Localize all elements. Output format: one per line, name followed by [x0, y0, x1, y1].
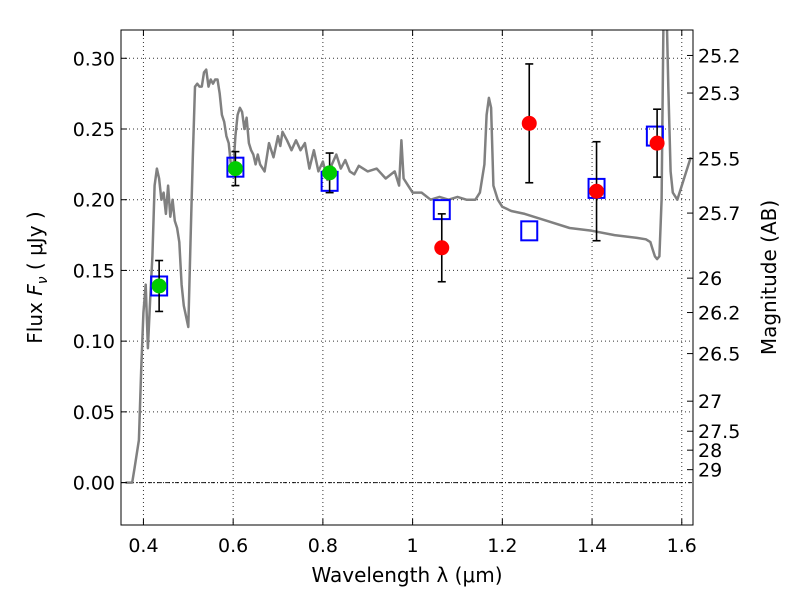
x-tick-label: 0.6	[218, 535, 248, 557]
y-tick-label: 0.25	[73, 119, 115, 141]
magnitude-tick-label: 26	[698, 268, 722, 290]
magnitude-tick-label: 27	[698, 391, 722, 413]
x-tick-label: 0.4	[128, 535, 158, 557]
plot-area	[125, 30, 692, 484]
template-spectrum-line	[125, 30, 692, 484]
magnitude-tick-label: 26.2	[698, 303, 740, 325]
data-point	[151, 278, 167, 294]
data-point	[521, 115, 537, 131]
y-axis: 0.00 0.05 0.10 0.15 0.20 0.25 0.30	[73, 48, 127, 495]
data-point	[649, 135, 665, 151]
magnitude-tick-label: 25.3	[698, 83, 740, 105]
y-axis-label-subscript: ν	[35, 276, 51, 284]
x-tick-label: 1	[407, 535, 419, 557]
y-axis-label-prefix: Flux	[23, 296, 47, 344]
y-tick-label: 0.15	[73, 260, 115, 282]
x-tick-label: 0.8	[308, 535, 338, 557]
x-tick-label: 1.6	[667, 535, 697, 557]
x-tick-label: 1.2	[487, 535, 517, 557]
grid	[121, 30, 693, 525]
magnitude-tick-label: 28	[698, 440, 722, 462]
magnitude-tick-label: 29	[698, 460, 722, 482]
y-tick-label: 0.05	[73, 402, 115, 424]
data-point	[434, 240, 450, 256]
x-axis-label: Wavelength λ (μm)	[311, 563, 502, 587]
magnitude-tick-label: 25.7	[698, 203, 740, 225]
plot-frame	[120, 29, 694, 526]
y-axis-label-symbol: F	[23, 284, 47, 296]
data-point	[322, 165, 338, 181]
data-point	[589, 183, 605, 199]
y-axis-label: Flux Fν ( μJy )	[23, 211, 51, 343]
x-axis: 0.4 0.6 0.8 1 1.2 1.4 1.6	[128, 30, 697, 557]
y-axis-label-suffix: ( μJy )	[23, 211, 47, 276]
y-tick-label: 0.00	[73, 473, 115, 495]
y-tick-label: 0.10	[73, 331, 115, 353]
x-tick-label: 1.4	[577, 535, 607, 557]
magnitude-tick-label: 26.5	[698, 344, 740, 366]
magnitude-tick-label: 27.5	[698, 421, 740, 443]
plot-clip-group	[125, 30, 692, 484]
data-point	[227, 161, 243, 177]
y-tick-label: 0.20	[73, 190, 115, 212]
magnitude-tick-label: 25.5	[698, 149, 740, 171]
model-flux-box	[520, 220, 539, 242]
magnitude-tick-label: 25.2	[698, 45, 740, 67]
y-tick-label: 0.30	[73, 48, 115, 70]
magnitude-axis-label: Magnitude (AB)	[757, 200, 781, 355]
